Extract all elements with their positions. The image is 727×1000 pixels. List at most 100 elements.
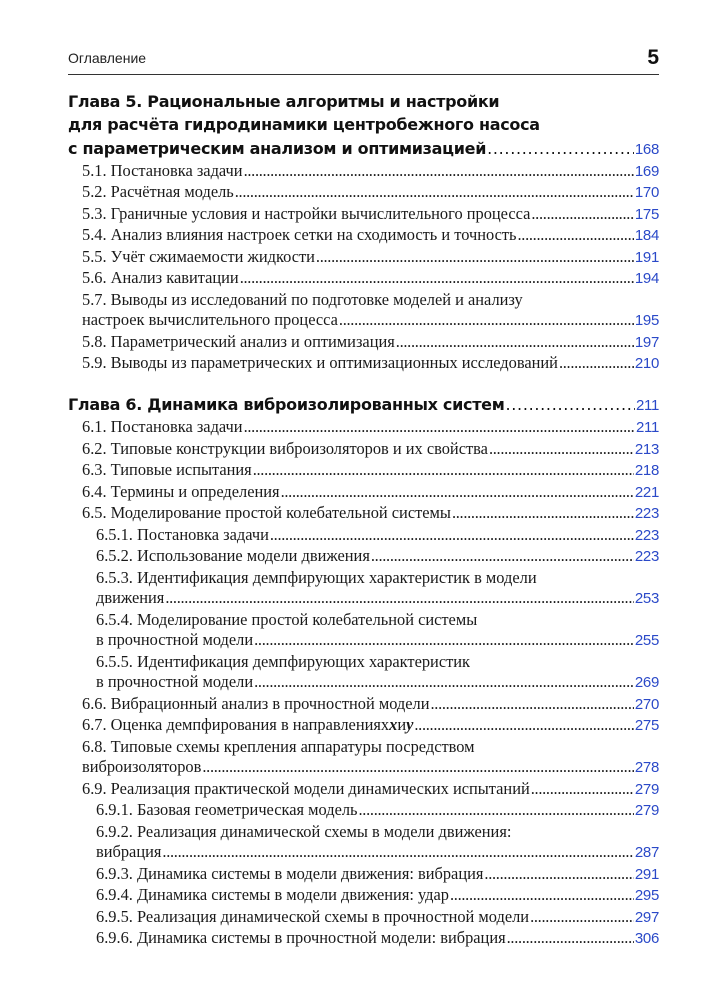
page-link[interactable]: 287 [634, 844, 659, 862]
page-link[interactable]: 279 [634, 780, 659, 798]
toc-line-with-page[interactable]: 5.6. Анализ кавитации 194 [82, 268, 659, 290]
chapter-title-line: Глава 5. Рациональные алгоритмы и настро… [68, 92, 500, 111]
page-link[interactable]: 210 [634, 355, 659, 373]
toc-line-with-page[interactable]: 6.5. Моделирование простой колебательной… [82, 503, 659, 525]
toc-entry[interactable]: 6.9.4. Динамика системы в модели движени… [68, 885, 659, 907]
toc-entry[interactable]: 6.5.4. Моделирование простой колебательн… [68, 610, 659, 652]
entry-title-line: 6.9.2. Реализация динамической схемы в м… [96, 821, 512, 841]
toc-line-with-page[interactable]: 6.1. Постановка задачи 211 [82, 417, 659, 439]
page-link[interactable]: 211 [635, 396, 659, 414]
toc-entry[interactable]: 6.9.3. Динамика системы в модели движени… [68, 864, 659, 886]
toc-line-with-page[interactable]: 6.9.3. Динамика системы в модели движени… [96, 864, 659, 886]
dot-leader [202, 757, 633, 778]
page-link[interactable]: 279 [634, 802, 659, 820]
page-link[interactable]: 194 [634, 270, 659, 288]
toc-entry[interactable]: 5.8. Параметрический анализ и оптимизаци… [68, 332, 659, 354]
page-link[interactable]: 269 [634, 674, 659, 692]
page-link[interactable]: 223 [634, 526, 659, 544]
toc-entry[interactable]: 6.5.1. Постановка задачи 223 [68, 525, 659, 547]
toc-entry[interactable]: 6.5.3. Идентификация демпфирующих характ… [68, 568, 659, 610]
page-link[interactable]: 223 [634, 548, 659, 566]
toc-line-with-page[interactable]: 5.8. Параметрический анализ и оптимизаци… [82, 332, 659, 354]
page-link[interactable]: 213 [634, 440, 659, 458]
toc-line-with-page[interactable]: 6.9. Реализация практической модели дина… [82, 779, 659, 801]
toc-entry[interactable]: 6.9.1. Базовая геометрическая модель 279 [68, 800, 659, 822]
toc-entry[interactable]: 6.9. Реализация практической модели дина… [68, 779, 659, 801]
toc-entry[interactable]: 5.2. Расчётная модель 170 [68, 182, 659, 204]
toc-line-with-page[interactable]: 5.9. Выводы из параметрических и оптимиз… [82, 353, 659, 375]
toc-line-with-page[interactable]: движения 253 [96, 588, 659, 610]
toc-line-with-page[interactable]: 5.3. Граничные условия и настройки вычис… [82, 204, 659, 226]
page-link[interactable]: 184 [634, 227, 659, 245]
toc-entry[interactable]: 5.5. Учёт сжимаемости жидкости 191 [68, 247, 659, 269]
page-link[interactable]: 170 [634, 184, 659, 202]
toc-line-with-page[interactable]: 6.2. Типовые конструкции виброизоляторов… [82, 439, 659, 461]
toc-line-with-page[interactable]: 5.5. Учёт сжимаемости жидкости 191 [82, 247, 659, 269]
page-link[interactable]: 195 [634, 312, 659, 330]
toc-entry[interactable]: 5.3. Граничные условия и настройки вычис… [68, 204, 659, 226]
page-link[interactable]: 270 [634, 695, 659, 713]
toc-entry[interactable]: 6.9.5. Реализация динамической схемы в п… [68, 907, 659, 929]
chapter-heading[interactable]: Глава 5. Рациональные алгоритмы и настро… [68, 90, 659, 161]
toc-line-with-page[interactable]: 5.2. Расчётная модель 170 [82, 182, 659, 204]
toc-entry[interactable]: 5.6. Анализ кавитации 194 [68, 268, 659, 290]
toc-entry[interactable]: 6.5.2. Использование модели движения 223 [68, 546, 659, 568]
toc-entry[interactable]: 6.3. Типовые испытания 218 [68, 460, 659, 482]
page-link[interactable]: 169 [634, 162, 659, 180]
entry-title-line: 5.7. Выводы из исследований по подготовк… [82, 289, 523, 309]
toc-line-with-page[interactable]: 6.9.5. Реализация динамической схемы в п… [96, 907, 659, 929]
page-link[interactable]: 191 [634, 248, 659, 266]
toc-line-with-page[interactable]: 6.3. Типовые испытания 218 [82, 460, 659, 482]
toc-entry[interactable]: 6.7. Оценка демпфирования в направлениях… [68, 715, 659, 737]
toc-line-with-page[interactable]: 6.6. Вибрационный анализ в прочностной м… [82, 694, 659, 716]
toc-line-with-page[interactable]: 6.9.4. Динамика системы в модели движени… [96, 885, 659, 907]
page-link[interactable]: 197 [634, 333, 659, 351]
page-link[interactable]: 306 [634, 930, 659, 948]
toc-line-with-page[interactable]: 5.1. Постановка задачи 169 [82, 161, 659, 183]
toc-entry[interactable]: 5.1. Постановка задачи 169 [68, 161, 659, 183]
toc-line-with-page[interactable]: с параметрическим анализом и оптимизацие… [68, 137, 659, 161]
page-link[interactable]: 223 [634, 505, 659, 523]
toc-entry[interactable]: 6.1. Постановка задачи 211 [68, 417, 659, 439]
toc-entry[interactable]: 6.6. Вибрационный анализ в прочностной м… [68, 694, 659, 716]
toc-line-with-page[interactable]: 6.7. Оценка демпфирования в направлениях… [82, 715, 659, 737]
toc-line-with-page[interactable]: Глава 6. Динамика виброизолированных сис… [68, 393, 659, 417]
page-link[interactable]: 253 [634, 590, 659, 608]
toc-line-with-page[interactable]: 6.5.2. Использование модели движения 223 [96, 546, 659, 568]
toc-line-with-page[interactable]: 6.9.1. Базовая геометрическая модель 279 [96, 800, 659, 822]
entry-title: 6.9.3. Динамика системы в модели движени… [96, 863, 484, 883]
page-link[interactable]: 297 [634, 908, 659, 926]
toc-line-with-page[interactable]: 6.5.1. Постановка задачи 223 [96, 525, 659, 547]
page-link[interactable]: 218 [634, 462, 659, 480]
toc-entry[interactable]: 5.9. Выводы из параметрических и оптимиз… [68, 353, 659, 375]
toc-line-with-page[interactable]: 6.4. Термины и определения 221 [82, 482, 659, 504]
page-link[interactable]: 275 [634, 717, 659, 735]
toc-line-with-page[interactable]: 6.9.6. Динамика системы в прочностной мо… [96, 928, 659, 950]
page-link[interactable]: 291 [634, 865, 659, 883]
toc-entry[interactable]: 6.5.5. Идентификация демпфирующих характ… [68, 652, 659, 694]
page-link[interactable]: 175 [634, 205, 659, 223]
page-link[interactable]: 295 [634, 887, 659, 905]
page-link[interactable]: 221 [634, 483, 659, 501]
toc-line-with-page[interactable]: в прочностной модели 269 [96, 672, 659, 694]
entry-title: 6.9.5. Реализация динамической схемы в п… [96, 906, 530, 926]
toc-line-with-page[interactable]: 5.4. Анализ влияния настроек сетки на сх… [82, 225, 659, 247]
page-link[interactable]: 255 [634, 632, 659, 650]
page-link[interactable]: 168 [634, 140, 659, 158]
toc-line-with-page[interactable]: настроек вычислительного процесса 195 [82, 310, 659, 332]
toc-line-with-page[interactable]: вибрация 287 [96, 842, 659, 864]
toc-entry[interactable]: 6.8. Типовые схемы крепления аппаратуры … [68, 737, 659, 779]
toc-line-with-page[interactable]: в прочностной модели 255 [96, 630, 659, 652]
toc-entry[interactable]: 5.7. Выводы из исследований по подготовк… [68, 290, 659, 332]
toc-entry[interactable]: 6.4. Термины и определения 221 [68, 482, 659, 504]
page-link[interactable]: 211 [635, 419, 659, 437]
toc-entry[interactable]: 5.4. Анализ влияния настроек сетки на сх… [68, 225, 659, 247]
toc-entry[interactable]: 6.9.6. Динамика системы в прочностной мо… [68, 928, 659, 950]
toc-entry[interactable]: 6.9.2. Реализация динамической схемы в м… [68, 822, 659, 864]
toc-entry[interactable]: 6.5. Моделирование простой колебательной… [68, 503, 659, 525]
chapter-heading[interactable]: Глава 6. Динамика виброизолированных сис… [68, 393, 659, 417]
toc-line-with-page[interactable]: виброизоляторов 278 [82, 757, 659, 779]
page-link[interactable]: 278 [634, 759, 659, 777]
dot-leader [531, 204, 633, 225]
toc-entry[interactable]: 6.2. Типовые конструкции виброизоляторов… [68, 439, 659, 461]
